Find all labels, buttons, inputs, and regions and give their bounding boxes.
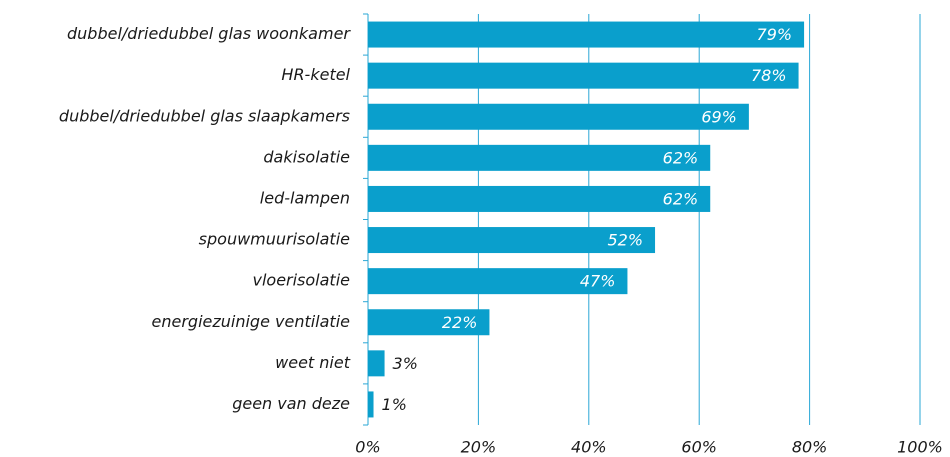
bar	[368, 227, 656, 254]
value-label: 62%	[663, 148, 699, 167]
value-label: 69%	[701, 107, 737, 126]
bar	[368, 103, 749, 130]
y-tick-label: dubbel/driedubbel glas slaapkamers	[59, 106, 350, 125]
y-tick-label: spouwmuurisolatie	[199, 230, 350, 249]
y-tick-label: dakisolatie	[263, 147, 350, 166]
bar	[368, 350, 385, 377]
value-label: 22%	[442, 313, 478, 332]
value-label: 79%	[757, 25, 793, 44]
y-tick-label: vloerisolatie	[252, 271, 350, 290]
bar	[368, 62, 799, 89]
bar	[368, 21, 805, 48]
y-tick-label: weet niet	[275, 353, 351, 372]
value-label: 62%	[663, 189, 699, 208]
value-label: 78%	[751, 66, 787, 85]
x-tick-label: 0%	[355, 438, 380, 457]
value-label: 47%	[580, 272, 616, 291]
x-tick-label: 40%	[571, 438, 607, 457]
bar	[368, 309, 490, 336]
value-label: 1%	[382, 395, 407, 414]
bar	[368, 268, 628, 295]
x-tick-label: 80%	[792, 438, 828, 457]
y-tick-label: geen van deze	[232, 394, 350, 413]
x-tick-label: 100%	[897, 438, 943, 457]
bar	[368, 185, 711, 212]
x-tick-label: 60%	[681, 438, 717, 457]
y-tick-label: dubbel/driedubbel glas woonkamer	[67, 24, 351, 43]
y-tick-label: HR-ketel	[281, 65, 350, 84]
bar	[368, 391, 374, 418]
y-tick-label: energiezuinige ventilatie	[152, 312, 351, 331]
bar	[368, 144, 711, 171]
value-label: 3%	[393, 354, 418, 373]
y-tick-label: led-lampen	[260, 188, 350, 207]
value-label: 52%	[607, 231, 643, 250]
x-tick-label: 20%	[461, 438, 497, 457]
